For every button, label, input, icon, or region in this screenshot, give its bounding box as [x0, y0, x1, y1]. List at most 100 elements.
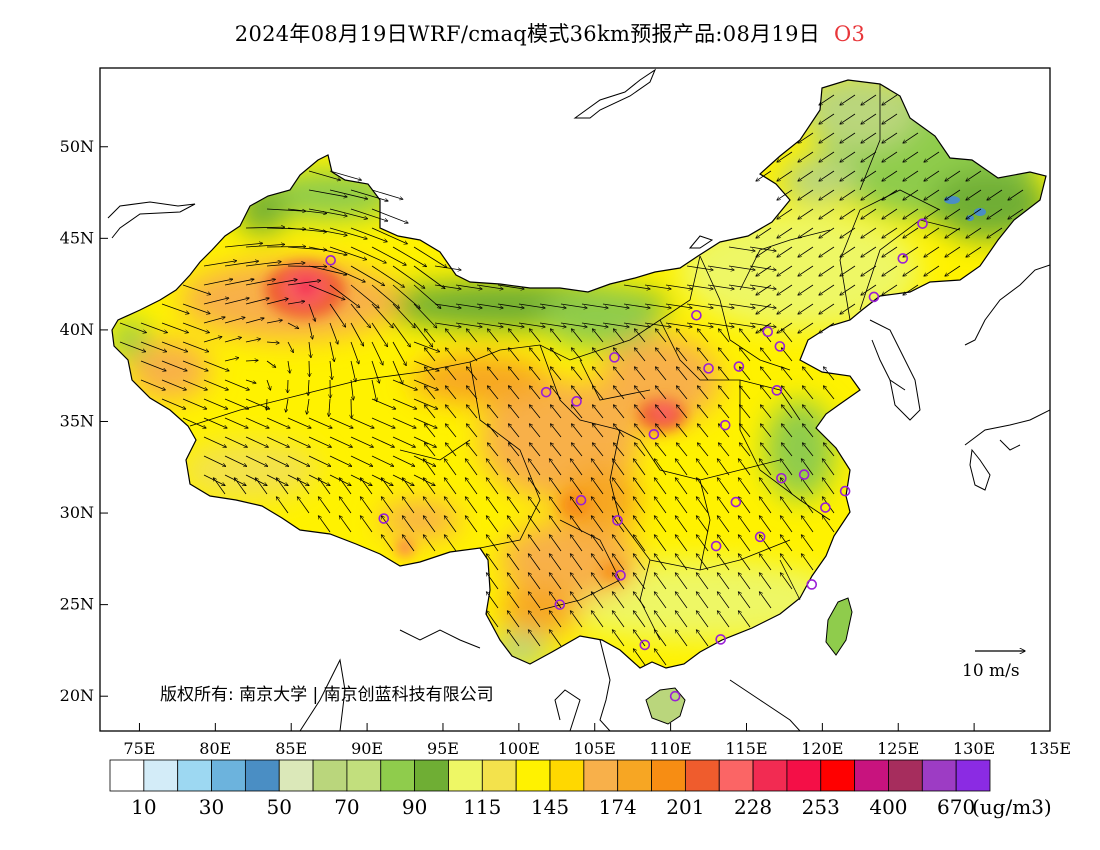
legend-swatch [414, 759, 449, 792]
wind-arrow [507, 573, 520, 590]
wind-arrow [287, 301, 305, 305]
wind-arrow [508, 329, 520, 343]
wind-arrow [777, 189, 793, 200]
wind-arrow [570, 497, 583, 514]
wind-arrow [840, 170, 856, 181]
wind-arrow [423, 459, 436, 476]
wind-arrow [287, 322, 299, 329]
wind-arrow [633, 478, 646, 495]
lon-tick-label: 105E [574, 739, 616, 758]
wind-arrow [655, 348, 667, 362]
wind-arrow [882, 94, 898, 105]
wind-arrow [612, 573, 625, 590]
wind-arrow [213, 478, 226, 495]
wind-arrow [308, 284, 345, 300]
wind-arrow [707, 322, 734, 327]
wind-arrow [987, 208, 1003, 219]
title-text: 2024年08月19日WRF/cmaq模式36km预报产品:08月19日 [234, 22, 821, 46]
wind-arrow [882, 265, 898, 276]
wind-arrow [381, 497, 394, 514]
wind-arrow [266, 360, 276, 367]
legend-swatch [888, 759, 923, 792]
wind-arrow [780, 497, 793, 514]
wind-arrow [717, 497, 730, 514]
station-marker [730, 496, 742, 508]
wind-arrow [780, 573, 793, 590]
wind-arrow [759, 554, 772, 571]
wind-arrow [465, 497, 478, 514]
wind-arrow [392, 246, 426, 267]
wind-arrow [444, 459, 457, 476]
wind-arrow [570, 459, 583, 476]
wind-arrow [245, 244, 285, 248]
wind-arrow [654, 554, 667, 571]
wind-arrow [224, 398, 249, 409]
station-marker [612, 515, 623, 526]
wind-arrow [350, 455, 373, 466]
wind-arrow [287, 436, 310, 447]
wind-arrow [696, 516, 709, 533]
wind-arrow [529, 386, 541, 400]
lon-tick-label: 120E [801, 739, 843, 758]
wind-arrow [486, 516, 499, 533]
station-marker [776, 472, 787, 484]
wind-arrow [780, 459, 793, 476]
wind-arrow [350, 246, 386, 263]
wind-arrow [528, 497, 541, 514]
wind-arrow [444, 516, 457, 533]
wind-arrow [777, 170, 793, 181]
legend-unit: (ug/m3) [972, 795, 1052, 819]
wind-arrow [613, 367, 625, 381]
wind-arrow [203, 279, 233, 286]
wind-arrow [759, 497, 772, 514]
wind-arrow [592, 424, 604, 438]
wind-arrow [287, 208, 327, 214]
wind-arrow [717, 535, 730, 552]
wind-arrow [266, 320, 282, 324]
wind-arrow [756, 246, 772, 257]
wind-arrow [903, 132, 919, 143]
wind-arrow [486, 459, 499, 476]
wind-arrow [466, 443, 478, 457]
wind-arrow [697, 348, 709, 362]
wind-arrow [308, 455, 331, 466]
wind-arrow [539, 303, 566, 308]
wind-arrow [161, 398, 186, 409]
wind-arrow [424, 405, 436, 419]
wind-arrow [882, 189, 898, 200]
station-marker [639, 639, 651, 651]
wind-arrow [245, 279, 275, 286]
wind-arrow [507, 516, 520, 533]
wind-arrow [549, 535, 562, 552]
wind-arrow [697, 424, 709, 438]
wind-arrow [612, 554, 625, 571]
lat-tick-label: 40N [60, 320, 94, 339]
wind-arrow [329, 208, 368, 219]
wind-arrow [819, 189, 835, 200]
wind-arrow [245, 360, 258, 361]
wind-arrow [413, 303, 437, 328]
wind-arrow [591, 478, 604, 495]
legend-swatch [448, 759, 483, 792]
wind-arrow [676, 443, 688, 457]
wind-arrow [486, 497, 499, 514]
wind-arrow [777, 265, 793, 276]
wind-arrow [802, 424, 814, 438]
wind-arrow [224, 436, 247, 447]
station-marker [325, 255, 336, 266]
wind-arrow [798, 170, 814, 181]
wind-arrow [633, 611, 646, 628]
wind-arrow [798, 265, 814, 276]
wind-arrow [423, 516, 436, 533]
wind-arrow [571, 386, 583, 400]
legend-swatch [109, 759, 145, 792]
station-marker [897, 253, 909, 264]
legend-swatch [177, 759, 212, 792]
lon-tick-label: 135E [1029, 739, 1071, 758]
wind-arrow [759, 516, 772, 533]
wind-arrow [266, 455, 289, 466]
wind-vectors [119, 94, 1024, 666]
legend-tick-label: 90 [401, 795, 428, 819]
lon-tick-label: 100E [498, 739, 540, 758]
